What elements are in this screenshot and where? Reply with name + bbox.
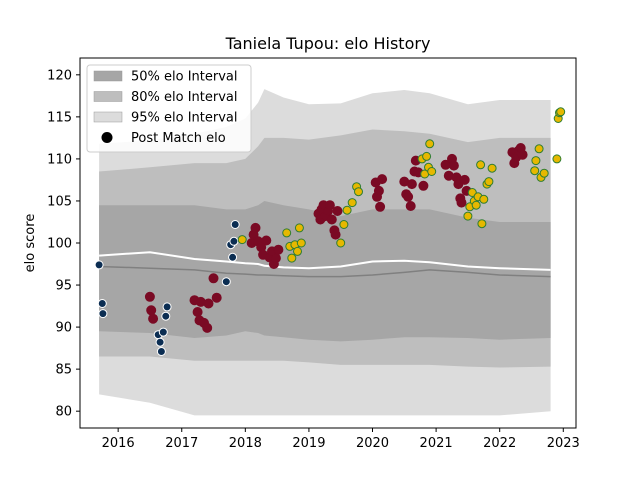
post-match-point-maroon [456, 197, 467, 208]
post-match-point-gold [530, 166, 540, 176]
post-match-point-maroon [146, 305, 157, 316]
post-match-point-gold [287, 253, 297, 263]
post-match-point-maroon [144, 291, 155, 302]
post-match-point-gold [336, 238, 346, 248]
post-match-point-maroon [261, 235, 272, 246]
post-match-point-gold [294, 223, 304, 233]
x-tick-label: 2020 [356, 436, 389, 451]
post-match-point-maroon [208, 273, 219, 284]
post-match-point-maroon [270, 253, 281, 264]
legend-label: 50% elo Interval [131, 70, 238, 85]
post-match-point-gold [282, 228, 292, 238]
post-match-point-gold [531, 156, 541, 166]
post-match-point-maroon [375, 201, 386, 212]
legend-swatch-point [101, 132, 113, 143]
post-match-point-maroon [332, 206, 343, 216]
post-match-point-navy [230, 220, 240, 229]
y-tick-label: 115 [47, 110, 72, 125]
post-match-point-navy [156, 347, 166, 356]
post-match-point-maroon [330, 229, 341, 240]
post-match-point-gold [342, 205, 352, 215]
post-match-point-navy [162, 302, 172, 312]
axis-ticks: 2016 2017 2018 2019 2020 2021 2022 2023 80 85 90 95… [47, 68, 580, 451]
y-tick-label: 95 [55, 279, 72, 294]
post-match-point-gold [484, 177, 494, 187]
y-tick-label: 105 [47, 194, 72, 209]
post-match-point-navy [94, 260, 104, 270]
legend-swatch-band50 [93, 70, 123, 82]
legend: 50% elo Interval 80% elo Interval 95% elo … [86, 64, 252, 153]
post-match-point-maroon [326, 214, 337, 225]
post-match-point-gold [463, 211, 473, 221]
post-match-point-maroon [459, 174, 470, 185]
post-match-point-navy [158, 327, 168, 337]
post-match-point-maroon [448, 160, 459, 171]
post-match-point-maroon [373, 185, 384, 196]
post-match-point-gold [552, 154, 562, 164]
x-tick-label: 2016 [102, 436, 135, 451]
legend-box [86, 64, 252, 153]
x-tick-label: 2018 [229, 436, 262, 451]
post-match-point-maroon [324, 200, 335, 211]
post-match-point-gold [556, 107, 566, 117]
post-match-point-maroon [418, 180, 429, 191]
y-tick-label: 90 [55, 321, 72, 336]
x-tick-label: 2017 [165, 436, 198, 451]
post-match-point-maroon [203, 298, 214, 309]
post-match-point-navy [97, 299, 107, 308]
post-match-point-maroon [192, 307, 203, 317]
post-match-point-gold [427, 167, 437, 176]
post-match-point-gold [339, 220, 349, 229]
post-match-point-maroon [148, 313, 159, 324]
post-match-point-gold [237, 235, 247, 245]
post-match-point-gold [354, 187, 363, 197]
legend-label: Post Match elo [131, 131, 226, 146]
post-match-point-maroon [517, 149, 528, 160]
post-match-point-gold [487, 163, 497, 173]
y-tick-label: 100 [47, 237, 72, 252]
y-tick-label: 80 [55, 405, 72, 420]
y-tick-label: 110 [47, 152, 72, 167]
post-match-point-maroon [403, 191, 414, 202]
post-match-point-gold [422, 151, 432, 161]
x-tick-label: 2022 [483, 436, 516, 451]
post-match-point-gold [296, 238, 306, 248]
post-match-point-gold [479, 194, 489, 204]
post-match-point-navy [229, 236, 239, 246]
x-tick-label: 2021 [420, 436, 453, 451]
post-match-point-gold [347, 198, 357, 208]
post-match-point-navy [155, 337, 165, 347]
post-match-point-navy [98, 309, 108, 319]
post-match-point-navy [221, 277, 231, 287]
post-match-point-maroon [273, 244, 284, 255]
x-tick-label: 2023 [547, 436, 580, 451]
legend-swatch-band95 [93, 111, 123, 123]
post-match-point-maroon [250, 222, 261, 233]
x-tick-label: 2019 [292, 436, 325, 451]
post-match-point-gold [534, 144, 544, 154]
post-match-point-navy [161, 311, 171, 321]
post-match-point-maroon [211, 292, 222, 303]
post-match-point-navy [228, 252, 238, 262]
legend-label: 80% elo Interval [131, 90, 238, 105]
post-match-point-maroon [202, 322, 213, 333]
chart-title: Taniela Tupou: elo History [225, 34, 431, 53]
y-tick-label: 120 [47, 68, 72, 83]
post-match-point-gold [476, 160, 486, 170]
post-match-point-maroon [406, 179, 417, 190]
y-tick-label: 85 [55, 363, 72, 378]
mean-line [99, 251, 551, 271]
post-match-point-maroon [405, 201, 416, 211]
post-match-point-gold [293, 246, 302, 256]
legend-swatch-band80 [93, 91, 123, 102]
post-match-point-gold [471, 200, 481, 210]
post-match-point-gold [425, 139, 435, 149]
post-match-point-gold [477, 219, 487, 229]
median-line [99, 265, 551, 278]
post-match-point-maroon [377, 174, 388, 185]
post-match-point-gold [539, 168, 549, 178]
legend-label: 95% elo Interval [131, 111, 238, 126]
y-axis-label: elo score [23, 214, 38, 273]
